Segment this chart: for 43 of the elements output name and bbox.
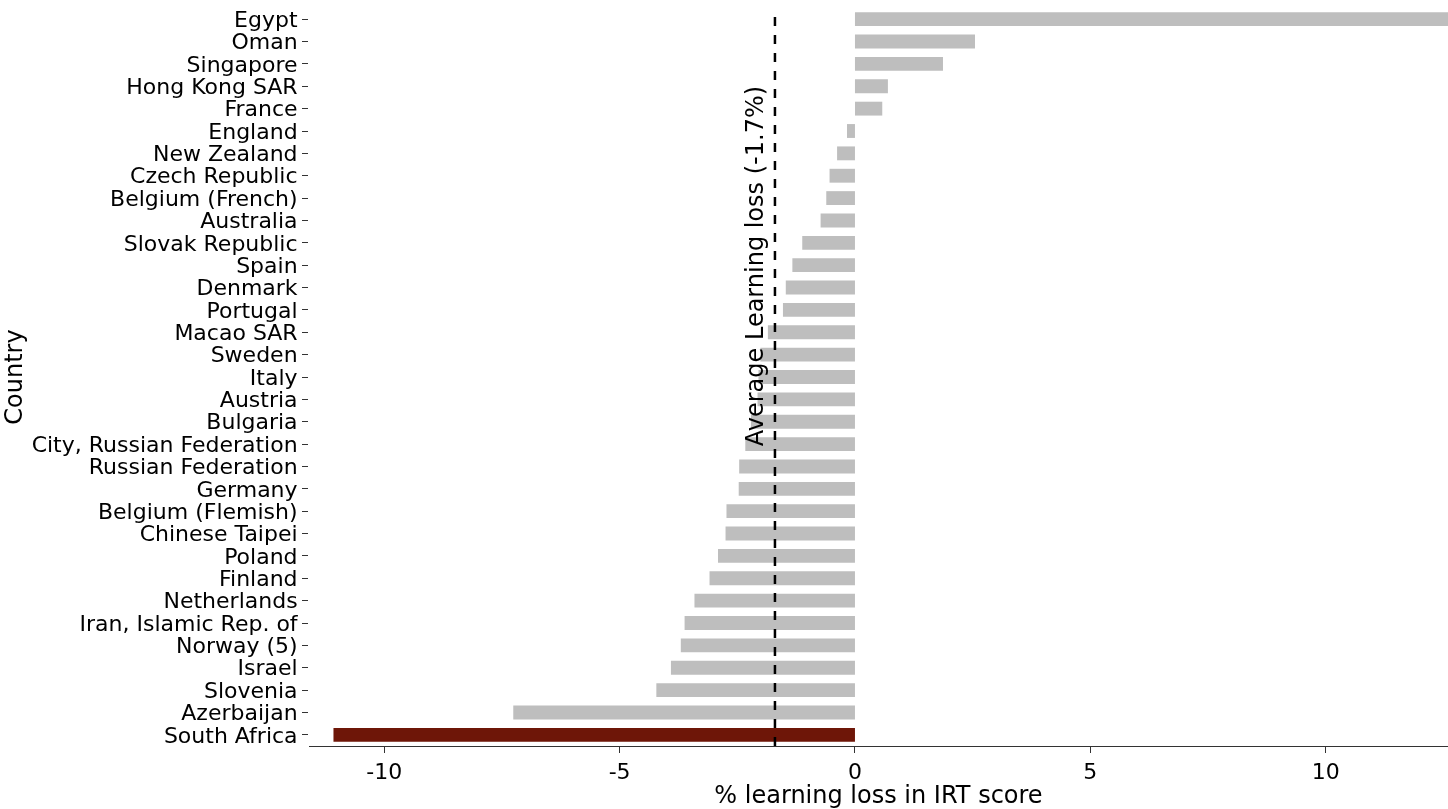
bar <box>802 235 855 250</box>
y-tick-label: Bulgaria <box>206 409 298 435</box>
bar <box>670 660 855 675</box>
bar <box>694 593 855 608</box>
bar <box>718 548 855 563</box>
x-tick-label: 10 <box>1311 759 1340 785</box>
bar <box>656 683 855 698</box>
y-tick-label: Azerbaijan <box>181 700 298 726</box>
bar <box>767 325 855 340</box>
bar <box>846 124 855 138</box>
ref-line-label: Average Learning loss (-1.7%) <box>740 85 769 447</box>
bar <box>820 213 855 228</box>
bar <box>726 504 855 519</box>
bar <box>837 146 855 161</box>
bar <box>826 191 855 206</box>
bar <box>725 526 855 541</box>
x-tick-label: -10 <box>366 759 403 785</box>
bar <box>680 638 855 653</box>
bar <box>513 705 855 720</box>
y-axis-title: Country <box>0 329 28 425</box>
y-tick-label: Czech Republic <box>130 163 298 189</box>
y-tick-label: Finland <box>218 565 298 591</box>
bar <box>739 459 855 474</box>
y-tick-label: Egypt <box>234 6 298 32</box>
y-tick-label: England <box>208 118 298 144</box>
bar <box>709 571 855 586</box>
y-tick-label: Slovenia <box>203 677 298 703</box>
y-tick-label: Portugal <box>206 297 298 323</box>
bar <box>738 481 855 496</box>
y-tick-label: Singapore <box>186 51 298 77</box>
bar <box>854 101 883 116</box>
x-tick-label: 5 <box>1083 759 1098 785</box>
bar <box>854 34 975 49</box>
bar <box>854 56 943 71</box>
bar <box>829 168 855 183</box>
bar <box>854 12 1448 27</box>
bar <box>684 616 855 630</box>
bar <box>792 258 855 273</box>
bar <box>854 79 888 94</box>
x-tick-label: -5 <box>608 759 631 785</box>
bar <box>782 302 855 317</box>
bar <box>333 727 855 742</box>
bar <box>785 280 855 295</box>
